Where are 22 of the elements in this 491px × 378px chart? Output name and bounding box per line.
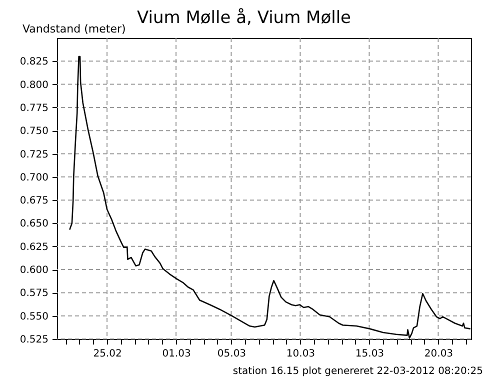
y-tick-label: 0.550 — [20, 311, 48, 322]
x-tick-label: 01.03 — [162, 348, 191, 360]
y-tick-label: 0.750 — [20, 126, 48, 138]
y-tick-label: 0.525 — [20, 334, 48, 346]
y-tick-label: 0.725 — [20, 149, 48, 160]
y-tick-label: 0.800 — [20, 80, 48, 91]
y-tick-label: 0.600 — [20, 265, 48, 276]
x-tick-label: 15.03 — [355, 348, 384, 360]
x-tick-label: 20.03 — [424, 348, 454, 360]
x-tick-label: 05.03 — [217, 348, 246, 360]
y-tick-label: 0.825 — [20, 56, 48, 68]
y-tick-label: 0.625 — [20, 242, 48, 253]
text: station 16.15 plot genereret 22-03-2012 08:20:25 — [232, 366, 483, 377]
y-tick-label: 0.675 — [20, 196, 48, 207]
y-axis-title: Vandstand (meter) — [22, 22, 126, 36]
y-tick-label: 0.775 — [20, 102, 48, 114]
x-tick-label: 25.02 — [93, 348, 122, 360]
y-tick-label: 0.700 — [20, 172, 48, 184]
chart-title: Vium Mølle å, Vium Mølle — [136, 8, 352, 28]
y-tick-label: 0.575 — [20, 288, 48, 300]
x-tick-label: 10.03 — [286, 348, 316, 360]
y-tick-label: 0.650 — [20, 218, 48, 230]
